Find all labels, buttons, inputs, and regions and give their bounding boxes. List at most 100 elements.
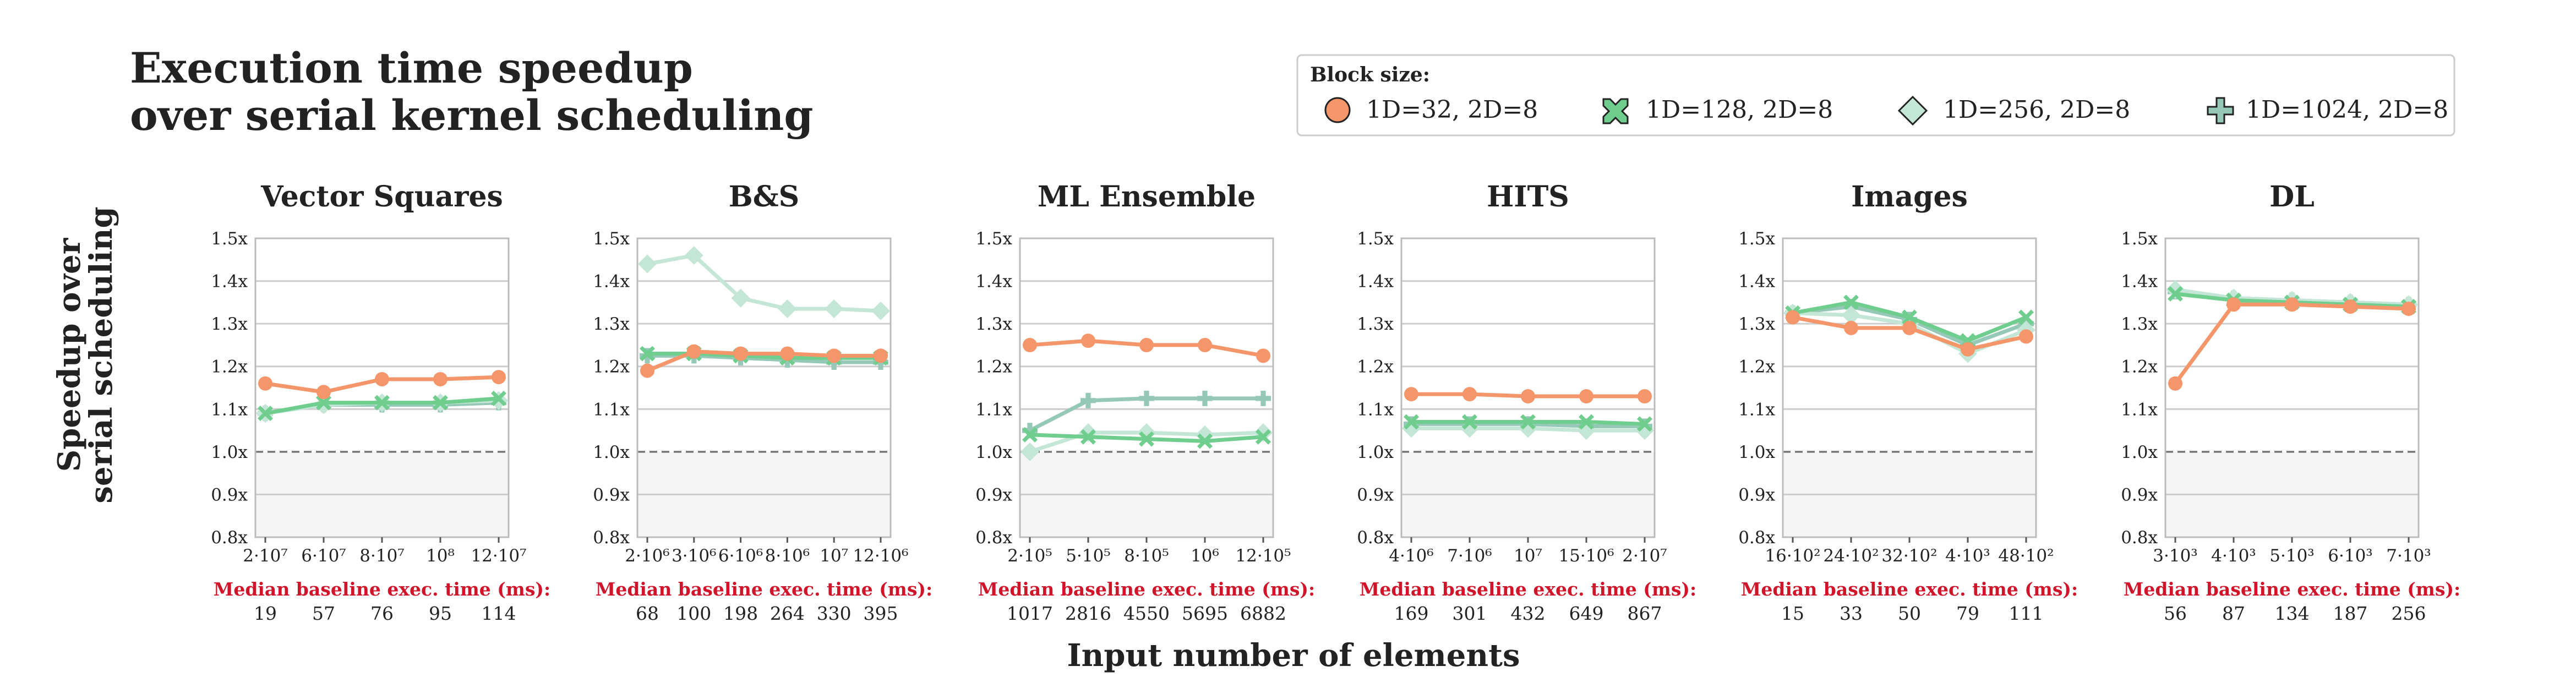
x-tick-label: 4·10³ (2211, 546, 2256, 566)
x-tick-label: 3·10³ (2153, 546, 2197, 566)
x-tick-label: 12·10⁶ (853, 546, 908, 566)
figure-title-line-1: Execution time speedup (130, 43, 693, 92)
series-1 (1786, 310, 2033, 357)
plus-marker (1139, 390, 1154, 406)
baseline-time-value: 56 (2164, 603, 2187, 624)
circle-marker (874, 348, 888, 363)
x-marker (2168, 286, 2183, 302)
legend-entry-1: 1D=32, 2D=8 (1324, 96, 1538, 124)
circle-marker (375, 372, 389, 386)
baseline-time-value: 169 (1394, 603, 1429, 624)
baseline-time-value: 1017 (1007, 603, 1053, 624)
x-tick-label: 10⁷ (1514, 546, 1542, 566)
y-tick-label: 1.0x (975, 443, 1012, 462)
x-icon (1602, 98, 1629, 124)
baseline-title: Median baseline exec. time (ms): (1360, 578, 1696, 600)
x-marker (1256, 429, 1271, 445)
circle-marker (1844, 320, 1858, 335)
y-tick-label: 1.5x (975, 229, 1012, 249)
circle-marker (2285, 297, 2299, 312)
series-1 (2168, 297, 2416, 391)
baseline-time-value: 256 (2392, 603, 2426, 624)
x-marker (1404, 414, 1419, 430)
baseline-title: Median baseline exec. time (ms): (1741, 578, 2078, 600)
y-tick-label: 1.3x (211, 314, 248, 334)
y-tick-label: 1.5x (593, 229, 630, 249)
legend-entry-4: 1D=1024, 2D=8 (2207, 96, 2448, 124)
baseline-time-value: 68 (636, 603, 659, 624)
plus-marker (1080, 392, 1096, 408)
series-1 (258, 370, 506, 400)
y-tick-label: 1.3x (1357, 314, 1394, 334)
y-tick-label: 1.4x (593, 272, 630, 292)
y-tick-label: 0.9x (975, 485, 1012, 505)
circle-marker (1961, 342, 1975, 357)
y-tick-label: 1.1x (1357, 400, 1394, 419)
diamond-marker (825, 299, 844, 318)
y-tick-label: 1.5x (1357, 229, 1394, 249)
baseline-title: Median baseline exec. time (ms): (596, 578, 932, 600)
legend-entry-3: 1D=256, 2D=8 (1897, 95, 2130, 126)
x-tick-label: 4·10⁶ (1389, 546, 1433, 566)
x-tick-label: 7·10³ (2386, 546, 2431, 566)
panels: Vector Squares 0.8x 0.9x 1.0x 1.1x 1.2x 1.3x 1.… (211, 180, 2460, 624)
panel-title: Vector Squares (260, 180, 503, 214)
x-tick-label: 6·10⁶ (718, 546, 763, 566)
panel-4: HITS 0.8x 0.9x 1.0x 1.1x 1.2x 1.3x 1.4x 1.5x 4·10… (1357, 180, 1696, 624)
panel-title: ML Ensemble (1038, 180, 1256, 214)
x-tick-label: 2·10⁷ (243, 546, 287, 566)
circle-marker (1081, 334, 1095, 348)
baseline-title: Median baseline exec. time (ms): (978, 578, 1315, 600)
series-2 (1404, 414, 1652, 432)
baseline-time-value: 19 (254, 603, 277, 624)
legend-title: Block size: (1310, 63, 1430, 86)
x-tick-label: 2·10⁶ (625, 546, 669, 566)
y-tick-label: 0.8x (2121, 528, 2158, 548)
circle-marker (827, 348, 842, 363)
y-tick-label: 0.9x (1357, 485, 1394, 505)
baseline-time-value: 57 (312, 603, 335, 624)
legend-label-1: 1D=32, 2D=8 (1366, 96, 1538, 124)
series-line (2174, 302, 2409, 385)
x-marker (374, 395, 390, 411)
y-tick-label: 1.0x (593, 443, 630, 462)
x-tick-label: 3·10⁶ (672, 546, 716, 566)
x-marker (316, 395, 331, 411)
y-tick-label: 1.0x (211, 443, 248, 462)
circle-marker (492, 370, 506, 385)
x-tick-label: 8·10⁷ (359, 546, 404, 566)
y-tick-label: 0.9x (1738, 485, 1775, 505)
baseline-time-value: 50 (1898, 603, 1921, 624)
plus-marker (1197, 390, 1213, 406)
x-tick-label: 48·10² (1998, 546, 2054, 566)
circle-marker (2343, 299, 2357, 314)
circle-marker (1579, 389, 1593, 404)
y-tick-label: 1.2x (1357, 357, 1394, 377)
x-tick-label: 32·10² (1881, 546, 1937, 566)
baseline-time-value: 649 (1569, 603, 1604, 624)
figure-title-line-2: over serial kernel scheduling (130, 91, 814, 140)
x-marker (433, 395, 448, 411)
baseline-time-value: 432 (1511, 603, 1546, 624)
circle-marker (780, 346, 795, 361)
x-tick-label: 8·10⁵ (1124, 546, 1169, 566)
diamond-marker (684, 246, 703, 265)
y-tick-label: 1.1x (975, 400, 1012, 419)
y-tick-label: 1.4x (1738, 272, 1775, 292)
panel-3: ML Ensemble 0.8x 0.9x 1.0x 1.1x 1.2x 1.3x 1.4x 1… (975, 180, 1315, 624)
x-tick-label: 12·10⁷ (471, 546, 526, 566)
y-axis-label-line-1: Speedup over (51, 237, 88, 472)
y-tick-label: 1.0x (1357, 443, 1394, 462)
y-tick-label: 1.2x (211, 357, 248, 377)
legend-entry-2: 1D=128, 2D=8 (1602, 96, 1833, 124)
y-tick-label: 0.8x (975, 528, 1012, 548)
series-2 (258, 390, 506, 422)
diamond-marker (778, 299, 797, 318)
y-tick-label: 1.3x (1738, 314, 1775, 334)
x-marker (1139, 431, 1154, 447)
x-marker (1902, 309, 1917, 325)
circle-icon (1324, 97, 1351, 123)
x-axis-label: Input number of elements (1067, 637, 1520, 674)
circle-marker (733, 346, 748, 361)
y-tick-label: 1.4x (2121, 272, 2158, 292)
